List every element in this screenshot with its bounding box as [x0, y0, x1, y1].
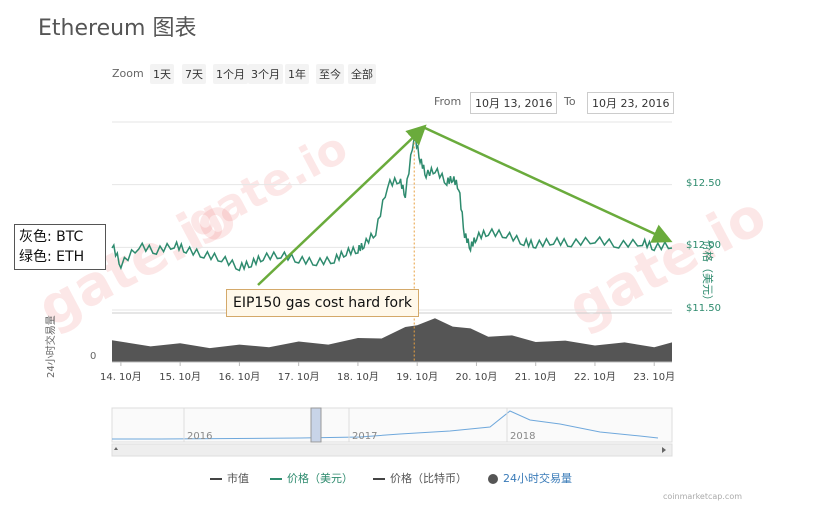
legend-item-3[interactable]: 24小时交易量 — [488, 470, 572, 486]
navigator-scrollbar[interactable] — [111, 443, 673, 457]
legend-label: 24小时交易量 — [503, 472, 572, 485]
x-tick-label: 21. 10月 — [515, 371, 557, 383]
note-line-btc: 灰色: BTC — [19, 229, 84, 245]
volume-area — [112, 318, 672, 362]
legend-dot-icon — [488, 474, 498, 484]
legend-line-icon — [373, 478, 385, 480]
x-tick-label: 16. 10月 — [219, 371, 261, 383]
eth-price-line — [111, 133, 673, 272]
color-note: 灰色: BTC 绿色: ETH — [14, 224, 106, 270]
x-tick-label: 17. 10月 — [278, 371, 320, 383]
x-tick-label: 20. 10月 — [456, 371, 498, 383]
navigator-year-label: 2018 — [510, 431, 535, 442]
x-tick-label: 18. 10月 — [337, 371, 379, 383]
downtrend-arrow — [424, 126, 673, 243]
legend-line-icon — [210, 478, 222, 480]
from-label: From — [434, 95, 462, 108]
zoom-button-5[interactable]: 至今 — [316, 64, 344, 84]
from-date-input[interactable]: 10月 13, 2016 — [470, 92, 558, 114]
annotation-label: EIP150 gas cost hard fork — [226, 289, 419, 317]
navigator-year-label: 2017 — [352, 431, 377, 442]
navigator-handle[interactable] — [310, 407, 322, 443]
scroll-left-icon[interactable] — [114, 447, 118, 450]
to-label: To — [564, 95, 576, 108]
x-tick-label: 22. 10月 — [574, 371, 616, 383]
legend-line-icon — [270, 478, 282, 480]
note-line-eth: 绿色: ETH — [19, 249, 85, 265]
legend-item-1[interactable]: 价格（美元） — [270, 470, 353, 486]
legend-item-2[interactable]: 价格（比特币） — [373, 470, 467, 486]
legend-label: 价格（美元） — [287, 472, 353, 485]
zoom-button-6[interactable]: 全部 — [348, 64, 376, 84]
y-tick-label: $12.50 — [686, 177, 721, 189]
zoom-button-3[interactable]: 3个月 — [248, 64, 283, 84]
credit-text: coinmarketcap.com — [663, 492, 742, 501]
navigator-year-label: 2016 — [187, 431, 212, 442]
x-tick-label: 23. 10月 — [633, 371, 675, 383]
x-tick-label: 15. 10月 — [159, 371, 201, 383]
price-axis-title: 价格（美元） — [701, 240, 714, 306]
page-title: Ethereum 图表 — [38, 16, 197, 41]
zoom-button-4[interactable]: 1年 — [285, 64, 309, 84]
volume-zero-tick: 0 — [90, 351, 97, 362]
legend-item-0[interactable]: 市值 — [210, 470, 249, 486]
legend-label: 市值 — [227, 472, 249, 485]
x-tick-label: 14. 10月 — [100, 371, 142, 383]
navigator-panel — [111, 407, 673, 443]
y-tick-label: $12.00 — [686, 240, 721, 252]
y-tick-label: $11.50 — [686, 303, 721, 314]
zoom-button-0[interactable]: 1天 — [150, 64, 174, 84]
uptrend-arrow — [257, 124, 427, 286]
zoom-button-2[interactable]: 1个月 — [213, 64, 248, 84]
navigator-line — [112, 410, 659, 440]
legend-label: 价格（比特币） — [390, 472, 467, 485]
volume-axis-title: 24小时交易量 — [46, 315, 57, 378]
zoom-label: Zoom — [112, 67, 144, 80]
to-date-input[interactable]: 10月 23, 2016 — [587, 92, 675, 114]
y-axis-labels: $11.50 $12.00 $12.50 — [686, 177, 726, 314]
zoom-button-1[interactable]: 7天 — [182, 64, 206, 84]
x-tick-label: 19. 10月 — [396, 371, 438, 383]
scroll-right-icon[interactable] — [662, 447, 666, 453]
